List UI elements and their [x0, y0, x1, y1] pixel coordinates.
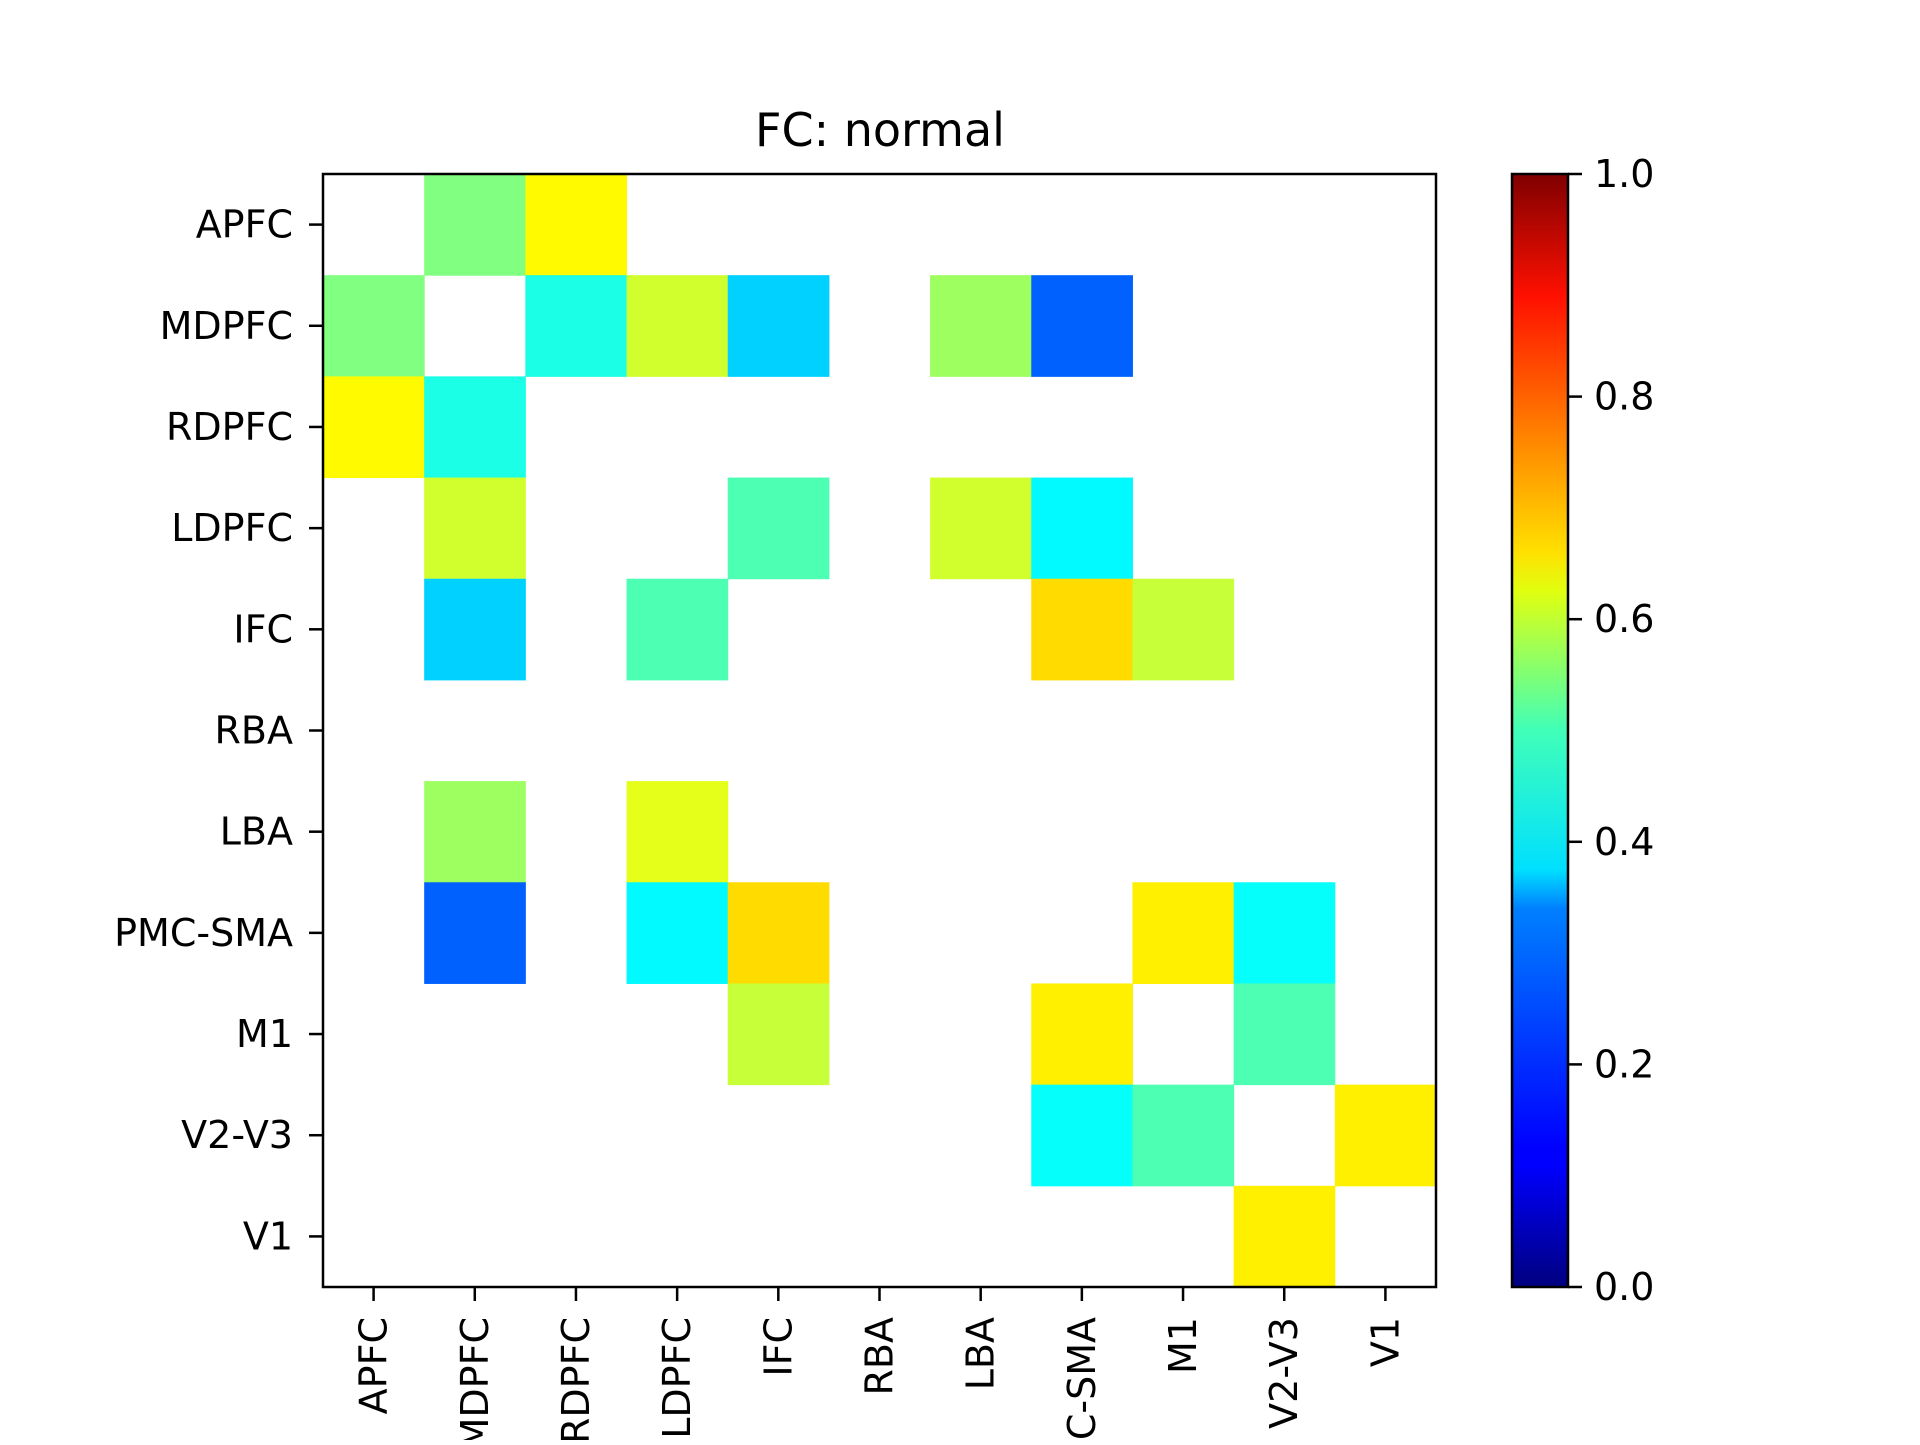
heatmap-cell	[626, 578, 729, 681]
heatmap-cell	[626, 781, 729, 883]
heatmap-cell	[1031, 1084, 1133, 1187]
heatmap-cell	[1031, 578, 1133, 681]
heatmap-cell	[727, 477, 830, 580]
heatmap-cell	[323, 376, 425, 479]
x-tick-label: RBA	[858, 1317, 902, 1395]
heatmap-cell	[424, 882, 526, 984]
y-tick-label: LDPFC	[171, 506, 293, 550]
colorbar-tick-label: 0.4	[1594, 820, 1654, 864]
heatmap-cell	[424, 578, 526, 681]
heatmap-cell	[1132, 1084, 1235, 1187]
y-tick-label: RDPFC	[166, 405, 293, 449]
x-tick-label: V2-V3	[1262, 1317, 1306, 1429]
heatmap-cell	[727, 882, 830, 984]
y-tick-label: IFC	[233, 607, 293, 651]
heatmap-cell	[1334, 1084, 1437, 1187]
heatmap-cell	[626, 882, 729, 984]
chart-title: FC: normal	[755, 103, 1005, 157]
y-tick-label: V1	[243, 1214, 293, 1258]
plot-frame	[321, 172, 1438, 1289]
heatmap-cell	[424, 477, 526, 580]
x-tick-label: APFC	[352, 1317, 396, 1414]
x-tick-label: MDPFC	[453, 1317, 497, 1440]
heatmap-cell	[626, 275, 729, 377]
y-axis-ticks: APFC MDPFC RDPFC LDPFC IFC RBA LBA PMC-SMA M1 V2-…	[114, 203, 323, 1258]
heatmap-cell	[1132, 578, 1235, 681]
x-tick-label: LDPFC	[655, 1317, 699, 1439]
x-tick-label: IFC	[756, 1317, 800, 1377]
y-tick-label: PMC-SMA	[114, 911, 293, 955]
heatmap-cell	[525, 275, 628, 377]
colorbar-tick-label: 1.0	[1594, 152, 1654, 196]
y-tick-label: MDPFC	[160, 304, 293, 348]
y-tick-label: RBA	[215, 709, 293, 753]
y-tick-label: V2-V3	[181, 1113, 293, 1157]
heatmap-cell	[1031, 275, 1133, 377]
colorbar-tick-label: 0.6	[1594, 597, 1654, 641]
heatmap-cell	[1233, 1185, 1336, 1288]
heatmap-cell	[727, 275, 830, 377]
y-tick-label: APFC	[196, 203, 293, 247]
heatmap-cells	[323, 174, 1437, 1288]
heatmap-cell	[1233, 882, 1336, 984]
colorbar	[1512, 174, 1568, 1287]
heatmap-cell	[1031, 477, 1133, 580]
heatmap-cell	[323, 275, 425, 377]
heatmap-cell	[424, 376, 526, 479]
heatmap-cell	[1233, 983, 1336, 1086]
colorbar-tick-label: 0.2	[1594, 1042, 1654, 1086]
colorbar-tick-label: 0.8	[1594, 375, 1654, 419]
x-axis-ticks: APFC MDPFC RDPFC LDPFC IFC RBA LBA PMC-SMA M1 V2-…	[352, 1287, 1407, 1445]
y-tick-label: M1	[236, 1012, 293, 1056]
colorbar-tick-label: 0.0	[1594, 1265, 1654, 1309]
x-tick-label: RDPFC	[554, 1317, 598, 1440]
colorbar-frame	[1510, 172, 1570, 1289]
heatmap-cell	[727, 983, 830, 1086]
heatmap-cell	[930, 477, 1032, 580]
x-tick-label: PMC-SMA	[1060, 1317, 1104, 1440]
heatmap-cell	[1031, 983, 1133, 1086]
heatmap-cell	[525, 174, 628, 276]
colorbar-ticks: 0.0 0.2 0.4 0.6 0.8 1.0	[1568, 152, 1654, 1309]
heatmap-cell	[424, 781, 526, 883]
x-tick-label: LBA	[959, 1317, 1003, 1390]
x-tick-label: M1	[1161, 1317, 1205, 1374]
heatmap-cell	[424, 174, 526, 276]
heatmap-cell	[930, 275, 1032, 377]
y-tick-label: LBA	[220, 810, 293, 854]
x-tick-label: V1	[1363, 1317, 1407, 1367]
heatmap-cell	[1132, 882, 1235, 984]
